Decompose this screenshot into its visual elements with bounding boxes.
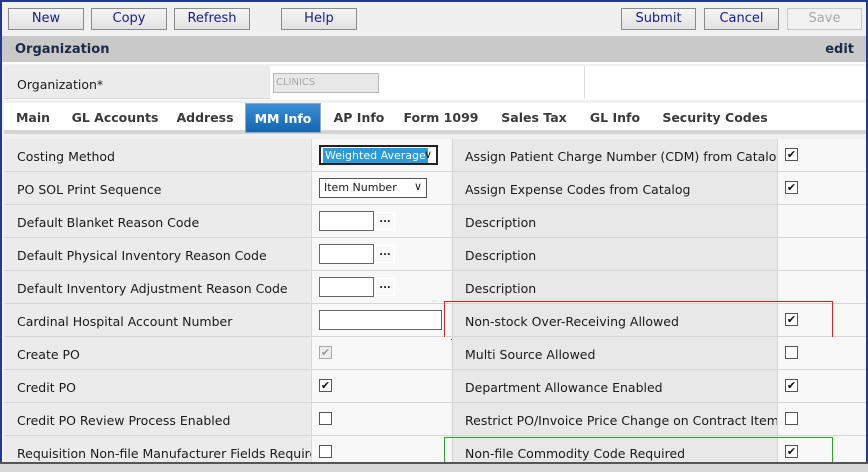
field-control-cell: ✔ bbox=[777, 304, 866, 336]
form-row: PO SOL Print Sequence Item Number ∨ Assign … bbox=[4, 172, 866, 205]
tab-mm-info[interactable]: MM Info bbox=[245, 103, 321, 133]
section-title: Organization bbox=[15, 42, 110, 57]
field-label: Cardinal Hospital Account Number bbox=[4, 304, 310, 336]
field-control-cell: ... bbox=[311, 205, 451, 237]
field-label: Assign Expense Codes from Catalog bbox=[452, 172, 777, 204]
code-input[interactable] bbox=[319, 244, 374, 264]
tab-ap-info[interactable]: AP Info bbox=[333, 110, 385, 125]
code-input[interactable] bbox=[319, 277, 374, 297]
torn-edge bbox=[0, 462, 868, 472]
form-row: Costing Method Weighted Average ∨ Assign Pa… bbox=[4, 139, 866, 172]
organization-label: Organization* bbox=[4, 66, 270, 99]
chevron-down-icon: ∨ bbox=[413, 180, 422, 193]
field-control-cell: ... bbox=[311, 271, 451, 303]
checkbox[interactable]: ✔ bbox=[785, 445, 798, 458]
field-control-cell: ✔ bbox=[311, 337, 451, 369]
form-row: Default Blanket Reason Code... Descriptio… bbox=[4, 205, 866, 238]
form-row: Credit PO ✔ Department Allowance Enabled ✔ bbox=[4, 370, 866, 403]
field-label: Costing Method bbox=[4, 139, 310, 171]
tab-gl-info[interactable]: GL Info bbox=[589, 110, 641, 125]
code-input[interactable] bbox=[319, 211, 374, 231]
organization-row: Organization* CLINICS bbox=[4, 66, 866, 100]
checkbox[interactable] bbox=[785, 346, 798, 359]
toolbar: New Copy Refresh Help Submit Cancel Save bbox=[2, 2, 866, 36]
field-label: Default Blanket Reason Code bbox=[4, 205, 310, 237]
mode-label: edit bbox=[825, 42, 854, 57]
save-button[interactable]: Save bbox=[787, 8, 862, 30]
lookup-button[interactable]: ... bbox=[375, 212, 395, 230]
field-label: Create PO bbox=[4, 337, 310, 369]
field-control-cell: ... bbox=[311, 238, 451, 270]
field-label: Description bbox=[452, 205, 777, 237]
checkbox[interactable]: ✔ bbox=[319, 379, 332, 392]
form-row: Create PO ✔ Multi Source Allowed bbox=[4, 337, 866, 370]
field-label: Department Allowance Enabled bbox=[452, 370, 777, 402]
form-row: Default Physical Inventory Reason Code..… bbox=[4, 238, 866, 271]
copy-button[interactable]: Copy bbox=[91, 8, 167, 30]
tab-bar: Main GL Accounts Address MM Info AP Info Form… bbox=[4, 103, 866, 134]
field-label: Credit PO Review Process Enabled bbox=[4, 403, 310, 435]
lookup-button[interactable]: ... bbox=[375, 245, 395, 263]
refresh-button[interactable]: Refresh bbox=[174, 8, 250, 30]
select-dropdown[interactable]: Weighted Average ∨ bbox=[319, 145, 438, 165]
field-label: Description bbox=[452, 271, 777, 303]
cancel-button[interactable]: Cancel bbox=[704, 8, 779, 30]
select-dropdown[interactable]: Item Number ∨ bbox=[319, 178, 427, 198]
field-label: Assign Patient Charge Number (CDM) from … bbox=[452, 139, 784, 171]
select-value: Item Number bbox=[324, 181, 397, 194]
field-control-cell: ✔ bbox=[311, 370, 451, 402]
field-control-cell bbox=[777, 337, 866, 369]
field-control-cell bbox=[777, 205, 866, 237]
checkbox[interactable]: ✔ bbox=[785, 181, 798, 194]
checkbox[interactable] bbox=[319, 412, 332, 425]
field-label: Default Inventory Adjustment Reason Code bbox=[4, 271, 310, 303]
tab-form-1099[interactable]: Form 1099 bbox=[403, 110, 479, 125]
field-control-cell: ✔ bbox=[777, 370, 866, 402]
field-label: Restrict PO/Invoice Price Change on Cont… bbox=[452, 403, 785, 435]
field-label: Description bbox=[452, 238, 777, 270]
tab-security-codes[interactable]: Security Codes bbox=[662, 110, 768, 125]
section-header: Organization edit bbox=[2, 36, 866, 64]
field-control-cell bbox=[777, 271, 866, 303]
tab-address[interactable]: Address bbox=[176, 110, 234, 125]
tab-gl-accounts[interactable]: GL Accounts bbox=[71, 110, 159, 125]
organization-field: CLINICS bbox=[273, 73, 379, 93]
checkbox: ✔ bbox=[319, 346, 332, 359]
field-label: Credit PO bbox=[4, 370, 310, 402]
submit-button[interactable]: Submit bbox=[621, 8, 696, 30]
field-control-cell bbox=[311, 304, 451, 336]
field-label: Multi Source Allowed bbox=[452, 337, 777, 369]
field-label: Non-stock Over-Receiving Allowed bbox=[452, 304, 777, 336]
checkbox[interactable] bbox=[785, 412, 798, 425]
select-value: Weighted Average bbox=[323, 148, 428, 163]
field-control-cell: Weighted Average ∨ bbox=[311, 139, 451, 171]
checkbox[interactable]: ✔ bbox=[785, 148, 798, 161]
form-row: Default Inventory Adjustment Reason Code… bbox=[4, 271, 866, 304]
chevron-down-icon: ∨ bbox=[423, 148, 432, 161]
form-row: Cardinal Hospital Account Number Non-stoc… bbox=[4, 304, 866, 337]
field-label: Default Physical Inventory Reason Code bbox=[4, 238, 310, 270]
field-control-cell: ✔ bbox=[777, 172, 866, 204]
field-label: PO SOL Print Sequence bbox=[4, 172, 310, 204]
tab-sales-tax[interactable]: Sales Tax bbox=[501, 110, 567, 125]
divider bbox=[584, 66, 585, 99]
checkbox[interactable] bbox=[319, 445, 332, 458]
help-button[interactable]: Help bbox=[281, 8, 357, 30]
field-control-cell bbox=[777, 403, 866, 435]
text-input[interactable] bbox=[319, 310, 442, 330]
checkbox[interactable]: ✔ bbox=[785, 379, 798, 392]
field-control-cell bbox=[311, 403, 451, 435]
checkbox[interactable]: ✔ bbox=[785, 313, 798, 326]
field-control-cell bbox=[777, 238, 866, 270]
new-button[interactable]: New bbox=[8, 8, 84, 30]
field-control-cell: ✔ bbox=[777, 139, 866, 171]
tab-main[interactable]: Main bbox=[15, 110, 51, 125]
field-control-cell: Item Number ∨ bbox=[311, 172, 451, 204]
form-row: Credit PO Review Process Enabled Restrict… bbox=[4, 403, 866, 436]
lookup-button[interactable]: ... bbox=[375, 278, 395, 296]
